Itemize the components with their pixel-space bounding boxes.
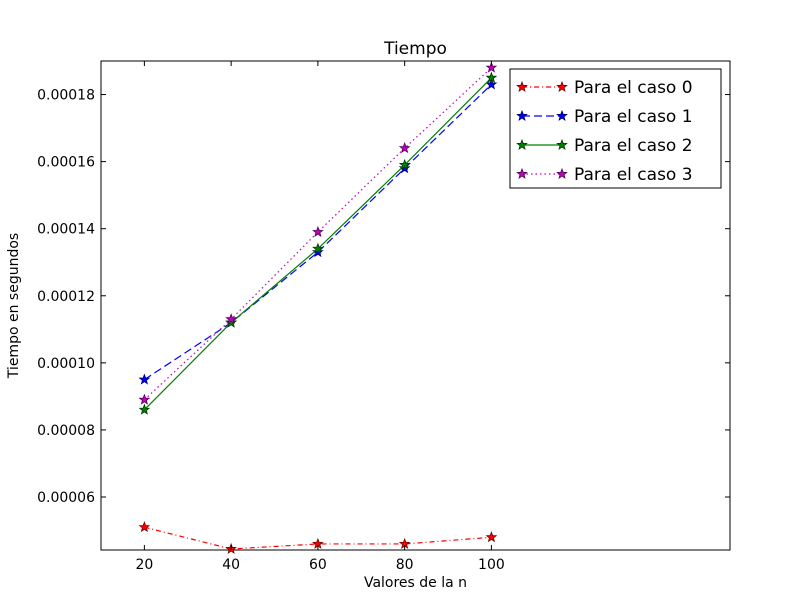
legend-marker [556, 138, 568, 150]
y-tick-label: 0.00008 [37, 423, 95, 439]
x-tick-label: 60 [309, 557, 327, 573]
legend-item: Para el caso 3 [516, 165, 693, 185]
series-layer [138, 61, 498, 554]
legend-marker [516, 138, 528, 150]
legend-label: Para el caso 2 [574, 136, 693, 156]
legend-label: Para el caso 0 [574, 78, 693, 98]
data-point [485, 61, 498, 73]
data-point [312, 246, 324, 258]
legend-item: Para el caso 2 [516, 136, 693, 156]
series-line [144, 84, 492, 381]
x-tick-label: 80 [396, 557, 414, 573]
data-point [138, 373, 151, 385]
y-tick-label: 0.00018 [37, 88, 95, 104]
y-tick-label: 0.00014 [37, 222, 95, 238]
series-line [143, 67, 492, 401]
y-tick-label: 0.00006 [37, 490, 95, 506]
y-tick-label: 0.00012 [37, 289, 95, 305]
y-axis: 0.00006 0.00008 0.00010 0.00012 0.00014 0.000… [37, 88, 730, 506]
data-point [138, 393, 151, 405]
y-axis-label: Tiempo en segundos [6, 233, 22, 379]
legend-marker [556, 167, 568, 179]
data-point [312, 242, 324, 254]
y-tick-label: 0.00016 [37, 155, 95, 171]
data-point [138, 403, 151, 415]
data-point [225, 313, 237, 325]
x-tick-label: 40 [222, 557, 240, 573]
legend-marker [516, 109, 528, 121]
series-3 [138, 61, 498, 405]
legend-item: Para el caso 1 [516, 107, 693, 127]
data-point [485, 78, 498, 90]
x-tick-label: 100 [478, 557, 505, 573]
data-point [312, 225, 324, 238]
legend-marker [556, 109, 568, 121]
legend-marker [516, 167, 528, 179]
chart-title: Tiempo [383, 39, 447, 59]
data-point [485, 531, 498, 543]
x-axis: 20 40 60 80 100 [135, 61, 505, 573]
data-point [398, 162, 411, 174]
series-2 [138, 71, 498, 415]
x-tick-label: 20 [135, 557, 153, 573]
legend-label: Para el caso 3 [574, 165, 693, 185]
legend: Para el caso 0 Para el caso 1 Para el caso… [509, 68, 722, 189]
legend-box [509, 68, 722, 189]
y-tick-label: 0.00010 [37, 356, 95, 372]
legend-marker [516, 80, 528, 92]
data-point [398, 158, 411, 170]
data-point [138, 521, 151, 533]
data-point [225, 316, 237, 328]
legend-label: Para el caso 1 [574, 107, 693, 127]
x-axis-label: Valores de la n [364, 575, 467, 591]
data-point [398, 142, 411, 154]
data-point [485, 71, 498, 83]
legend-marker [556, 80, 568, 92]
legend-item: Para el caso 0 [516, 78, 693, 98]
